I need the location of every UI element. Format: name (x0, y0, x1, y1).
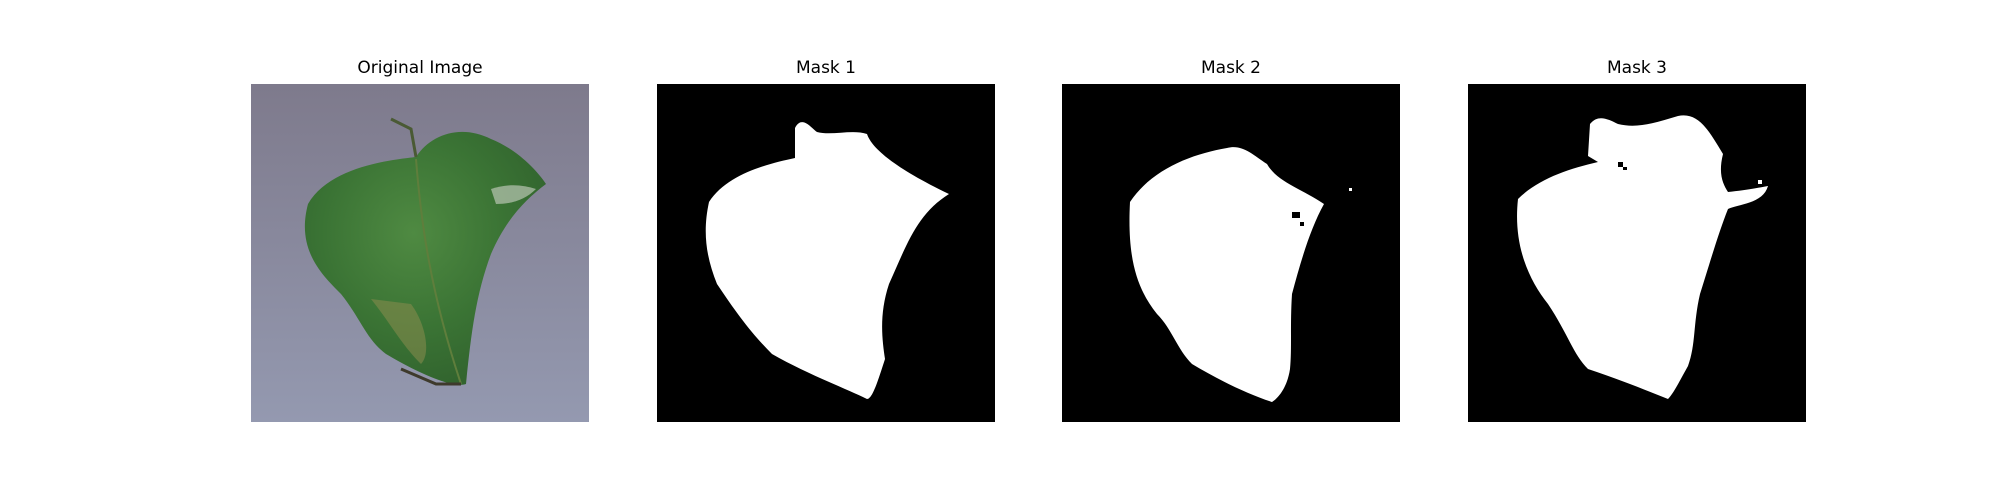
leaf-midrib (415, 158, 462, 385)
mask-2-hole (1300, 222, 1304, 226)
mask-2-hole (1292, 212, 1300, 218)
mask-3-speck (1758, 180, 1762, 184)
panel-title-mask-1: Mask 1 (795, 58, 856, 78)
mask-3-region (1517, 115, 1768, 399)
leaf-shape (304, 131, 546, 385)
mask-1-region (705, 122, 949, 399)
mask-1-image (657, 84, 995, 422)
panel-title-mask-2: Mask 2 (1200, 58, 1261, 78)
mask-2-region (1129, 147, 1324, 402)
mask-3-hole (1618, 162, 1623, 167)
leaf-tip-stem (400, 367, 461, 386)
panel-title-mask-3: Mask 3 (1606, 58, 1667, 78)
mask-2-speck (1349, 188, 1352, 191)
mask-3-image (1468, 84, 1806, 422)
original-image-panel (251, 84, 589, 422)
leaf-stem (390, 117, 418, 158)
leaf-torn-edge (491, 185, 536, 204)
mask-3-hole (1623, 167, 1627, 170)
panel-title-original-image: Original Image (357, 58, 483, 78)
leaf-discoloration (371, 299, 427, 364)
mask-3-panel (1468, 84, 1806, 422)
mask-2-panel (1062, 84, 1400, 422)
mask-1-panel (657, 84, 995, 422)
mask-2-image (1062, 84, 1400, 422)
leaf-photo (251, 84, 589, 422)
